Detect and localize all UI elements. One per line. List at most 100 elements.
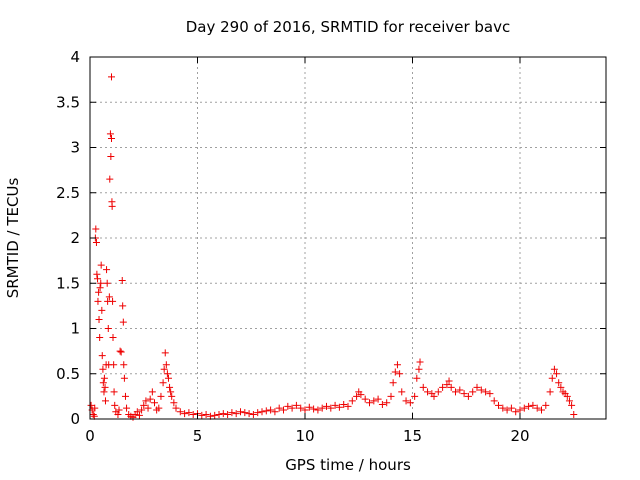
data-point (323, 402, 330, 410)
data-point (520, 404, 528, 412)
data-point (99, 379, 107, 387)
y-tick-label: 1 (70, 320, 80, 338)
x-axis-label: GPS time / hours (285, 456, 411, 474)
data-point (542, 401, 550, 409)
data-point (163, 370, 171, 378)
data-point (114, 410, 122, 418)
data-point (374, 395, 382, 403)
data-point (477, 386, 485, 394)
data-point (133, 408, 141, 416)
data-point (525, 402, 533, 410)
data-point (301, 406, 309, 414)
data-point (550, 365, 558, 373)
data-point (135, 411, 143, 419)
data-point (516, 406, 524, 414)
data-point (318, 404, 326, 412)
data-point (119, 318, 127, 326)
data-point (172, 404, 180, 412)
data-point (495, 401, 502, 409)
data-point (353, 392, 361, 400)
data-point (148, 388, 156, 396)
data-point (109, 334, 117, 342)
data-point (387, 392, 395, 400)
y-tick-label: 0.5 (56, 365, 80, 383)
data-point (267, 406, 275, 414)
x-tick-label: 20 (510, 427, 529, 445)
data-point (391, 368, 399, 376)
data-point (108, 202, 116, 210)
data-point (224, 410, 232, 418)
data-point (241, 409, 249, 417)
data-point (482, 388, 490, 396)
data-point (108, 134, 115, 142)
data-point (533, 404, 541, 412)
data-point (107, 153, 115, 161)
data-point (280, 406, 287, 414)
data-point (529, 401, 537, 409)
data-point (415, 365, 423, 373)
grid-lines (90, 57, 606, 419)
data-point (546, 388, 554, 396)
data-point (92, 239, 100, 247)
data-point (104, 325, 112, 332)
data-point (121, 392, 129, 400)
data-point (430, 392, 438, 400)
data-point (198, 411, 206, 419)
data-point (202, 410, 210, 418)
data-point (106, 175, 114, 183)
data-point (100, 388, 108, 396)
data-point (275, 404, 283, 412)
chart-title: Day 290 of 2016, SRMTID for receiver bav… (186, 18, 511, 36)
data-point (92, 225, 100, 233)
data-point (103, 279, 111, 287)
data-point (155, 404, 163, 412)
data-point (473, 383, 481, 391)
y-axis-label: SRMTID / TECUs (4, 178, 22, 299)
data-point (99, 365, 107, 373)
data-point (232, 410, 240, 418)
data-point (262, 407, 270, 415)
data-point (538, 406, 545, 414)
data-point (254, 409, 262, 417)
data-point (140, 401, 148, 409)
x-tick-label: 10 (295, 427, 314, 445)
data-point (108, 73, 115, 81)
y-tick-label: 4 (70, 48, 80, 66)
data-point (245, 410, 253, 418)
data-point (512, 408, 520, 416)
data-point (167, 388, 175, 396)
data-point (389, 379, 397, 387)
y-tick-label: 3.5 (56, 93, 80, 111)
data-point (486, 390, 494, 398)
data-point (168, 392, 176, 400)
data-point (96, 284, 104, 292)
data-point (348, 397, 356, 405)
data-point (97, 279, 105, 287)
data-point (94, 297, 102, 305)
data-point (144, 404, 152, 412)
data-point (452, 388, 459, 396)
data-point (570, 410, 578, 418)
data-point (456, 386, 464, 394)
data-point (490, 397, 498, 405)
data-point (106, 130, 114, 138)
data-point (366, 399, 373, 407)
data-point (445, 377, 453, 385)
data-point (344, 402, 352, 410)
data-point (215, 410, 223, 418)
data-point (370, 397, 378, 405)
data-point (103, 266, 111, 274)
y-tick-label: 3 (70, 139, 80, 157)
data-point (161, 349, 169, 357)
data-point (123, 404, 131, 412)
data-point (96, 334, 104, 342)
data-point (434, 388, 442, 396)
data-point (416, 358, 424, 366)
data-point (553, 370, 561, 378)
data-point (98, 352, 106, 360)
data-point (157, 392, 165, 400)
data-point (402, 397, 410, 405)
data-point (292, 401, 300, 409)
data-point (469, 388, 477, 396)
